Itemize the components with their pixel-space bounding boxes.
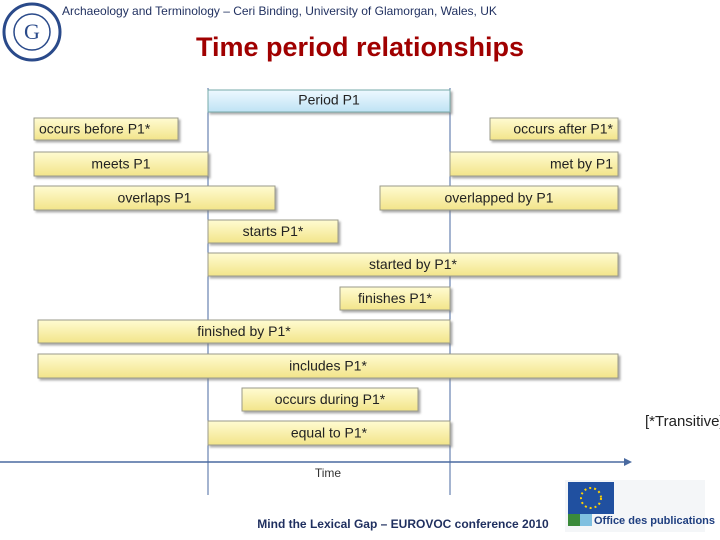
bar-label: Period P1 <box>298 92 360 108</box>
relation-bar: equal to P1* <box>207 420 451 446</box>
bar-label: overlapped by P1 <box>445 190 554 206</box>
bar <box>37 353 619 379</box>
bar <box>37 319 451 344</box>
bar-label: started by P1* <box>369 256 457 272</box>
bar-label: met by P1 <box>550 156 613 172</box>
bar <box>207 420 451 446</box>
relation-bar: overlapped by P1 <box>379 185 619 211</box>
axis-label: Time <box>315 466 342 480</box>
header-text: Archaeology and Terminology – Ceri Bindi… <box>62 4 497 18</box>
relation-bar: started by P1* <box>207 252 619 277</box>
university-logo: G <box>2 2 62 62</box>
eu-logo: Office des publications <box>565 480 715 532</box>
bar-label: overlaps P1 <box>118 190 192 206</box>
relation-bar: occurs after P1* <box>489 117 619 141</box>
svg-text:G: G <box>24 19 40 44</box>
bar <box>33 185 276 211</box>
footer-text: Mind the Lexical Gap – EUROVOC conferenc… <box>257 517 549 531</box>
relation-bar: occurs before P1* <box>33 117 179 141</box>
bar-label: meets P1 <box>91 156 150 172</box>
bar-label: equal to P1* <box>291 425 368 441</box>
relation-bar: met by P1 <box>449 151 619 177</box>
relation-bar: finishes P1* <box>339 286 451 311</box>
reference-bar: Period P1 <box>207 89 451 113</box>
bar-label: finishes P1* <box>358 290 432 306</box>
relation-bar: includes P1* <box>37 353 619 379</box>
bar <box>207 252 619 277</box>
bar-label: occurs before P1* <box>39 121 151 137</box>
relation-bar: starts P1* <box>207 219 339 244</box>
bar <box>241 387 419 412</box>
relation-bar: finished by P1* <box>37 319 451 344</box>
bar <box>489 117 619 141</box>
bar-label: occurs during P1* <box>275 391 386 407</box>
bar <box>33 151 209 177</box>
time-arrow <box>624 458 632 466</box>
bar <box>379 185 619 211</box>
bar-label: includes P1* <box>289 358 367 374</box>
bar <box>33 117 179 141</box>
bar-label: finished by P1* <box>197 323 291 339</box>
relation-bar: occurs during P1* <box>241 387 419 412</box>
logo-text: Office des publications <box>594 515 715 527</box>
bar-label: occurs after P1* <box>513 121 613 137</box>
relation-bar: meets P1 <box>33 151 209 177</box>
slide-title: Time period relationships <box>196 32 524 62</box>
bar <box>339 286 451 311</box>
relation-bar: overlaps P1 <box>33 185 276 211</box>
bar-label: starts P1* <box>243 223 304 239</box>
bar <box>207 219 339 244</box>
note: [*Transitive] <box>645 413 720 430</box>
bar <box>449 151 619 177</box>
